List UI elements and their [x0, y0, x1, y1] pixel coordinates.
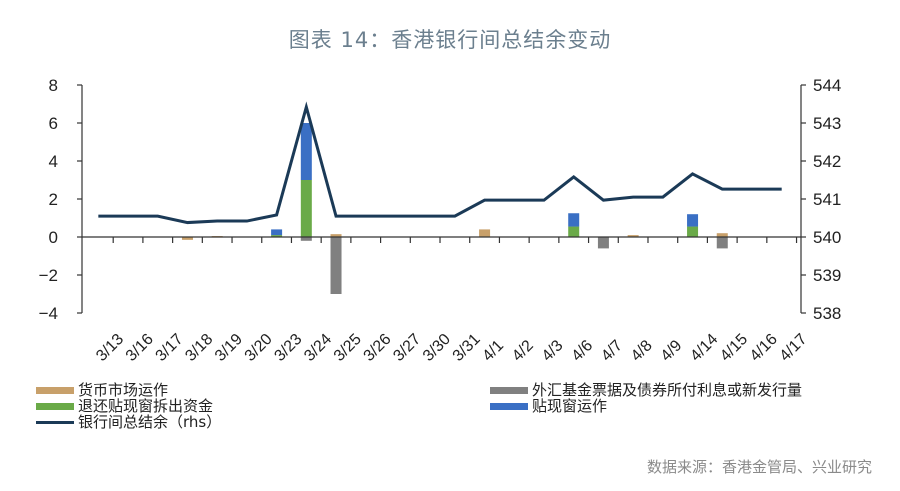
x-tick-label: 3/31 — [450, 331, 484, 365]
bar-discount_window — [568, 213, 580, 227]
bar-discount_withdraw — [687, 226, 699, 237]
x-tick-label: 4/15 — [717, 331, 751, 365]
x-tick-label: 3/26 — [361, 331, 395, 365]
bar-discount_withdraw — [300, 180, 312, 237]
left-y-axis: −4 −2 0 2 4 6 8 — [39, 76, 83, 323]
right-y-axis: 538 539 540 541 542 543 544 — [800, 76, 841, 323]
legend-label: 贴现窗运作 — [532, 397, 608, 415]
bar-money_market — [181, 237, 193, 240]
x-tick-label: 4/1 — [479, 337, 507, 365]
right-tick-label: 544 — [813, 76, 841, 95]
x-tick-label: 4/8 — [628, 337, 656, 365]
legend-left: 货币市场运作 退还贴现窗拆出资金 银行间总结余（rhs） — [36, 382, 221, 430]
left-tick-label: 0 — [49, 228, 58, 247]
x-tick-label: 4/16 — [747, 331, 781, 365]
bar-money_market — [479, 229, 491, 237]
x-tick-label: 3/27 — [390, 331, 424, 365]
legend-swatch — [36, 386, 74, 394]
x-tick-label: 3/30 — [420, 331, 454, 365]
legend-label: 外汇基金票据及债券所付利息或新发行量 — [532, 381, 803, 399]
legend-swatch — [36, 402, 74, 410]
legend-item-discount_withdraw: 退还贴现窗拆出资金 — [36, 398, 221, 414]
left-tick-label: −4 — [39, 304, 58, 323]
left-tick-label: 2 — [49, 190, 58, 209]
legend-swatch — [36, 420, 74, 424]
chart-title: 图表 14：香港银行间总结余变动 — [288, 28, 612, 52]
right-tick-label: 541 — [813, 190, 841, 209]
aggregate-balance-line — [98, 101, 782, 225]
bar-series — [181, 123, 728, 294]
right-tick-label: 542 — [813, 152, 841, 171]
right-tick-label: 539 — [813, 266, 841, 285]
x-tick-label: 3/13 — [93, 331, 127, 365]
x-tick-label: 4/3 — [539, 337, 567, 365]
legend-item-fx_fund: 外汇基金票据及债券所付利息或新发行量 — [490, 382, 802, 398]
bar-discount_window — [271, 229, 283, 236]
right-tick-label: 540 — [813, 228, 841, 247]
x-tick-label: 4/6 — [569, 337, 597, 365]
legend-label: 退还贴现窗拆出资金 — [78, 397, 214, 415]
x-tick-label: 3/17 — [153, 331, 187, 365]
x-tick-label: 3/24 — [301, 331, 335, 365]
left-tick-label: 8 — [49, 76, 58, 95]
legend-item-discount_window: 贴现窗运作 — [490, 398, 802, 414]
x-tick-label: 3/18 — [182, 331, 216, 365]
bar-money_market — [627, 235, 639, 237]
x-tick-label: 3/20 — [242, 331, 276, 365]
legend-label: 货币市场运作 — [78, 381, 169, 399]
x-tick-label: 3/16 — [123, 331, 157, 365]
bar-discount_withdraw — [271, 235, 283, 237]
x-tick-label: 4/7 — [598, 337, 626, 365]
bar-fx_fund — [716, 237, 728, 249]
left-tick-label: 4 — [49, 152, 58, 171]
left-tick-label: −2 — [39, 266, 58, 285]
x-tick-label: 4/14 — [687, 331, 721, 365]
bar-fx_fund — [300, 237, 312, 241]
bar-discount_window — [687, 214, 699, 227]
right-tick-label: 538 — [813, 304, 841, 323]
x-tick-label: 4/17 — [776, 331, 810, 365]
bar-discount_withdraw — [568, 226, 580, 237]
legend-right: 外汇基金票据及债券所付利息或新发行量 贴现窗运作 — [490, 382, 802, 414]
data-source-note: 数据来源：香港金管局、兴业研究 — [646, 458, 872, 476]
bar-discount_window — [300, 123, 312, 180]
legend-swatch — [490, 386, 528, 394]
bar-money_market — [330, 234, 342, 237]
x-tick-label: 3/25 — [331, 331, 365, 365]
legend-item-money_market: 货币市场运作 — [36, 382, 221, 398]
right-tick-label: 543 — [813, 114, 841, 133]
left-tick-label: 6 — [49, 114, 58, 133]
x-tick-label: 3/19 — [212, 331, 246, 365]
legend-swatch — [490, 402, 528, 410]
legend-label: 银行间总结余（rhs） — [78, 413, 222, 431]
bar-money_market — [716, 233, 728, 237]
x-tick-label: 4/2 — [509, 337, 537, 365]
x-axis-labels: 3/133/163/173/183/193/203/233/243/253/26… — [93, 331, 810, 365]
legend-item-aggregate_balance: 银行间总结余（rhs） — [36, 414, 221, 430]
x-axis-zero-line — [82, 236, 801, 243]
x-tick-label: 3/23 — [271, 331, 305, 365]
bar-fx_fund — [597, 237, 609, 249]
chart-canvas: −4 −2 0 2 4 6 8 538 539 540 541 542 543 544 3/133/16… — [39, 76, 842, 365]
x-tick-label: 4/9 — [658, 337, 686, 365]
bar-fx_fund — [330, 237, 342, 294]
